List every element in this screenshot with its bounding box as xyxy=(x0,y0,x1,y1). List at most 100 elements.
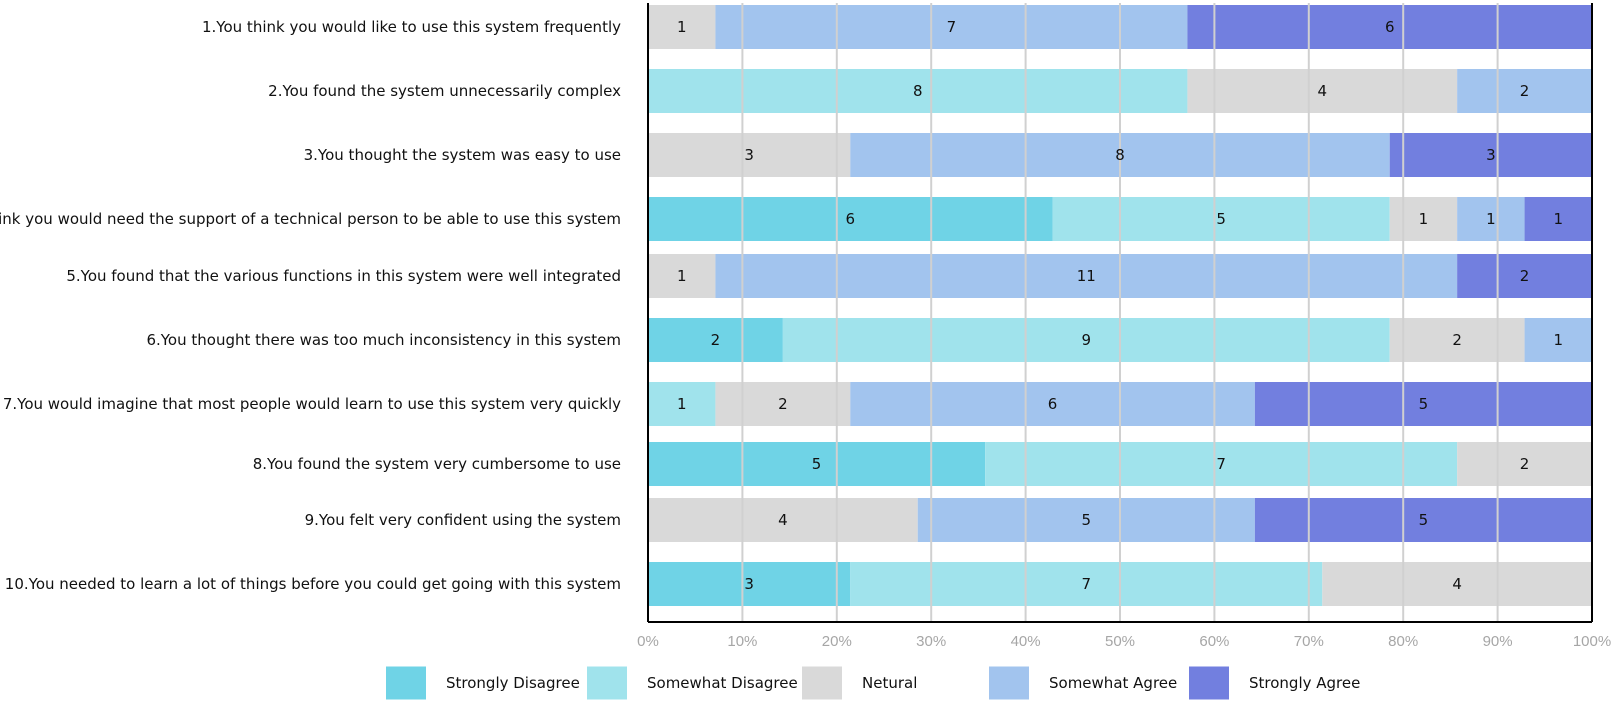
question-label: 5.You found that the various functions i… xyxy=(66,267,621,285)
bar-segment xyxy=(1052,197,1390,241)
bar-segment xyxy=(715,5,1188,49)
segment-value-label: 1 xyxy=(1554,210,1564,228)
segment-value-label: 3 xyxy=(1486,146,1496,164)
bar-segment xyxy=(1524,197,1592,241)
segment-value-label: 7 xyxy=(947,18,957,36)
bar-segment xyxy=(1457,442,1592,486)
x-tick-label: 60% xyxy=(1199,633,1229,650)
question-label: 6.You thought there was too much inconsi… xyxy=(146,331,621,349)
bar-segment xyxy=(648,562,851,606)
question-label: 2.You found the system unnecessarily com… xyxy=(268,82,621,100)
segment-value-label: 1 xyxy=(677,18,687,36)
question-label: 9.You felt very confident using the syst… xyxy=(305,511,621,529)
bar-segment xyxy=(1457,69,1592,113)
segment-value-label: 7 xyxy=(1216,455,1226,473)
x-tick-label: 100% xyxy=(1573,633,1611,650)
bar-segment xyxy=(1322,562,1592,606)
question-label: 4.You think you would need the support o… xyxy=(0,210,621,228)
legend-label: Somewhat Agree xyxy=(1049,674,1177,692)
x-tick-label: 0% xyxy=(637,633,659,650)
bar-segment xyxy=(1457,197,1525,241)
segment-value-label: 2 xyxy=(711,331,721,349)
bar-segment xyxy=(648,382,716,426)
segment-value-label: 6 xyxy=(846,210,856,228)
bar-segment xyxy=(648,133,851,177)
bar-segment xyxy=(985,442,1458,486)
bar-segment xyxy=(715,382,851,426)
bar-segment xyxy=(715,254,1458,298)
segment-value-label: 4 xyxy=(778,511,788,529)
segment-value-label: 8 xyxy=(1115,146,1125,164)
bar-segment xyxy=(1389,197,1458,241)
legend-swatch xyxy=(386,666,426,700)
segment-value-label: 1 xyxy=(677,395,687,413)
segment-value-label: 8 xyxy=(913,82,923,100)
x-tick-label: 10% xyxy=(727,633,757,650)
bar-segment xyxy=(1187,69,1458,113)
legend-label: Somewhat Disagree xyxy=(647,674,798,692)
legend-swatch xyxy=(989,666,1029,700)
bar-segment xyxy=(648,197,1053,241)
bar-segment xyxy=(648,254,716,298)
segment-value-label: 2 xyxy=(1520,267,1530,285)
bar-segment xyxy=(648,318,783,362)
question-label: 7.You would imagine that most people wou… xyxy=(3,395,621,413)
bar-segment xyxy=(1389,318,1525,362)
segment-value-label: 4 xyxy=(1318,82,1328,100)
legend-label: Strongly Disagree xyxy=(446,674,580,692)
bar-segment xyxy=(648,498,918,542)
segment-value-label: 2 xyxy=(778,395,788,413)
legend: Strongly Disagree Somewhat Disagree Netura… xyxy=(386,666,1360,700)
x-tick-label: 80% xyxy=(1388,633,1418,650)
bar-segment xyxy=(648,442,986,486)
axes-layer: 0% 10% 20% 30% 40% 50% 60% 70% 80% 90% 100% xyxy=(637,3,1611,650)
segment-labels-layer: 1 7 68 4 23 8 36 5 1 1 11 11 22 9 2 11 2 6 55 7 24 5 53 7 4 xyxy=(677,18,1563,593)
segment-value-label: 5 xyxy=(812,455,822,473)
bar-segment xyxy=(1457,254,1592,298)
segment-value-label: 2 xyxy=(1520,82,1530,100)
segment-value-label: 9 xyxy=(1082,331,1092,349)
bar-segment xyxy=(917,498,1255,542)
bar-segment xyxy=(648,5,716,49)
legend-label: Strongly Agree xyxy=(1249,674,1360,692)
x-tick-label: 20% xyxy=(822,633,852,650)
gridlines xyxy=(741,3,1499,622)
legend-label: Netural xyxy=(862,674,917,692)
question-label: 3.You thought the system was easy to use xyxy=(304,146,621,164)
bar-segment xyxy=(850,562,1323,606)
bar-segment xyxy=(1187,5,1592,49)
segment-value-label: 5 xyxy=(1419,395,1429,413)
segment-value-label: 4 xyxy=(1452,575,1462,593)
x-tick-label: 40% xyxy=(1011,633,1041,650)
question-label: 8.You found the system very cumbersome t… xyxy=(253,455,621,473)
x-tick-label: 90% xyxy=(1483,633,1513,650)
x-tick-label: 30% xyxy=(916,633,946,650)
segment-value-label: 6 xyxy=(1385,18,1395,36)
x-tick-label: 50% xyxy=(1105,633,1135,650)
legend-swatch xyxy=(802,666,842,700)
segment-value-label: 1 xyxy=(677,267,687,285)
segment-value-label: 3 xyxy=(744,146,754,164)
bar-segment xyxy=(1254,382,1592,426)
segment-value-label: 5 xyxy=(1419,511,1429,529)
segment-value-label: 1 xyxy=(1554,331,1564,349)
legend-swatch xyxy=(1189,666,1229,700)
legend-swatch xyxy=(587,666,627,700)
bar-segment xyxy=(1524,318,1592,362)
bar-segment xyxy=(648,69,1188,113)
segment-value-label: 5 xyxy=(1216,210,1226,228)
bar-segment xyxy=(1254,498,1592,542)
segment-value-label: 6 xyxy=(1048,395,1058,413)
segment-value-label: 11 xyxy=(1077,267,1096,285)
segment-value-label: 3 xyxy=(744,575,754,593)
segment-value-label: 2 xyxy=(1452,331,1462,349)
question-label: 10.You needed to learn a lot of things b… xyxy=(5,575,621,593)
bar-segment xyxy=(1389,133,1592,177)
segment-value-label: 5 xyxy=(1082,511,1092,529)
question-label: 1.You think you would like to use this s… xyxy=(202,18,621,36)
segment-value-label: 1 xyxy=(1486,210,1496,228)
segment-value-label: 2 xyxy=(1520,455,1530,473)
bar-segment xyxy=(850,382,1255,426)
bar-segment xyxy=(782,318,1390,362)
